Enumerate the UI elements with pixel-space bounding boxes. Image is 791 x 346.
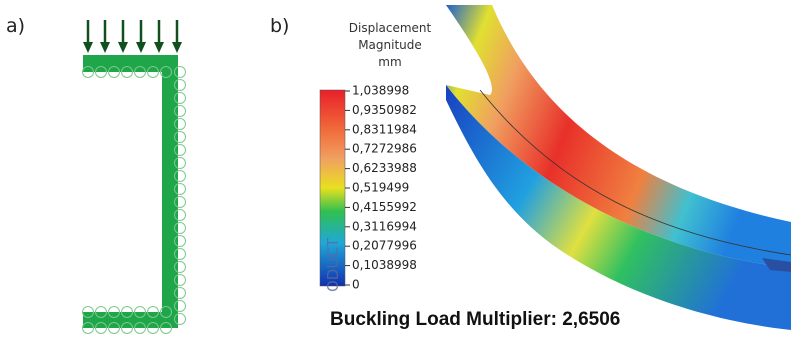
legend-title: Displacement: [349, 21, 432, 35]
legend-title: Magnitude: [358, 38, 422, 52]
legend-label: 1,038998: [352, 84, 409, 98]
arrow-head: [83, 42, 93, 53]
c-section: [83, 55, 178, 328]
arrow-head: [154, 42, 164, 53]
caption: Buckling Load Multiplier: 2,6506: [330, 309, 620, 330]
legend-label: 0,3116994: [352, 219, 417, 233]
legend-label: 0,9350982: [352, 103, 417, 117]
watermark: ODUCT: [324, 237, 342, 292]
legend-label: 0,4155992: [352, 200, 417, 214]
legend-label: 0,519499: [352, 181, 409, 195]
legend-label: 0,6233988: [352, 161, 417, 175]
arrow-head: [100, 42, 110, 53]
legend-label: 0,1038998: [352, 258, 417, 272]
figure: a) b) Buckling Load Multiplier: 2,6506 D…: [0, 0, 791, 346]
panel-b: b) Buckling Load Multiplier: 2,6506 Disp…: [270, 5, 791, 330]
arrow-head: [172, 42, 182, 53]
panel-label: b): [270, 15, 289, 37]
legend-label: 0: [352, 278, 360, 292]
arrow-head: [118, 42, 128, 53]
legend-title: mm: [378, 55, 401, 69]
legend-label: 0,2077996: [352, 239, 417, 253]
panel-a: a): [6, 15, 186, 334]
legend-label: 0,8311984: [352, 122, 417, 136]
panel-label: a): [6, 15, 25, 37]
arrow-head: [136, 42, 146, 53]
legend-label: 0,7272986: [352, 142, 417, 156]
